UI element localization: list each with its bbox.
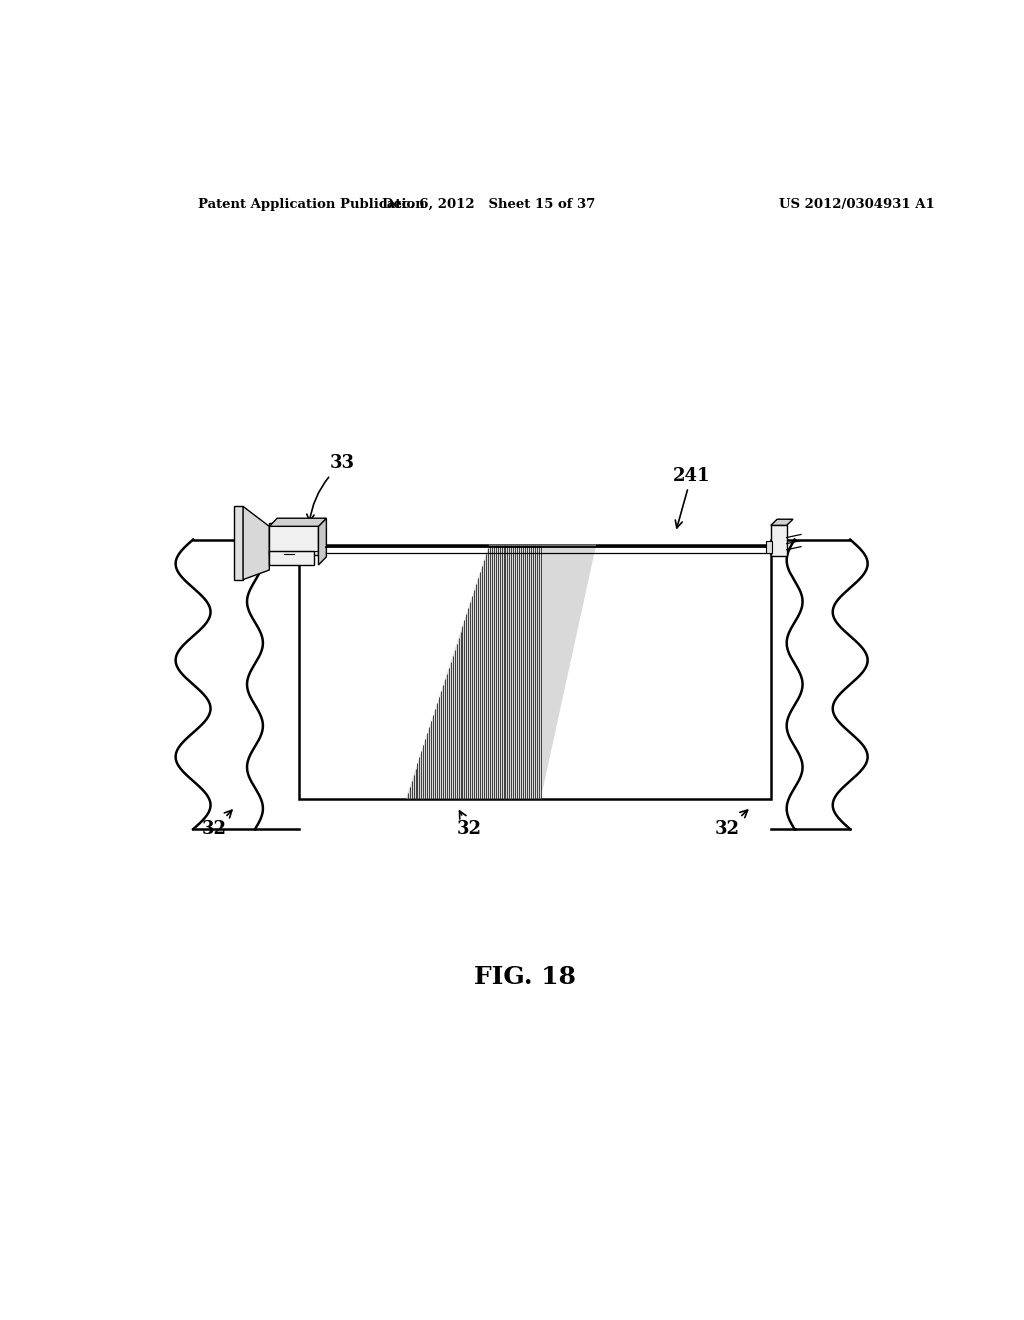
Text: 241: 241 [673, 466, 711, 528]
Polygon shape [771, 519, 793, 525]
Text: US 2012/0304931 A1: US 2012/0304931 A1 [778, 198, 935, 211]
Text: 32: 32 [201, 810, 231, 838]
Bar [766, 541, 772, 553]
Text: 33: 33 [307, 454, 354, 521]
Text: Dec. 6, 2012   Sheet 15 of 37: Dec. 6, 2012 Sheet 15 of 37 [382, 198, 596, 211]
Text: 32: 32 [715, 810, 748, 838]
Polygon shape [243, 507, 269, 579]
Bar [269, 523, 318, 554]
Text: 32: 32 [457, 810, 481, 838]
Bar [299, 545, 771, 799]
Polygon shape [406, 545, 596, 799]
Polygon shape [318, 519, 327, 565]
Bar [269, 550, 314, 565]
Bar [233, 507, 243, 579]
Bar [771, 525, 786, 556]
Polygon shape [269, 519, 327, 527]
Text: Patent Application Publication: Patent Application Publication [198, 198, 425, 211]
Text: FIG. 18: FIG. 18 [474, 965, 575, 989]
